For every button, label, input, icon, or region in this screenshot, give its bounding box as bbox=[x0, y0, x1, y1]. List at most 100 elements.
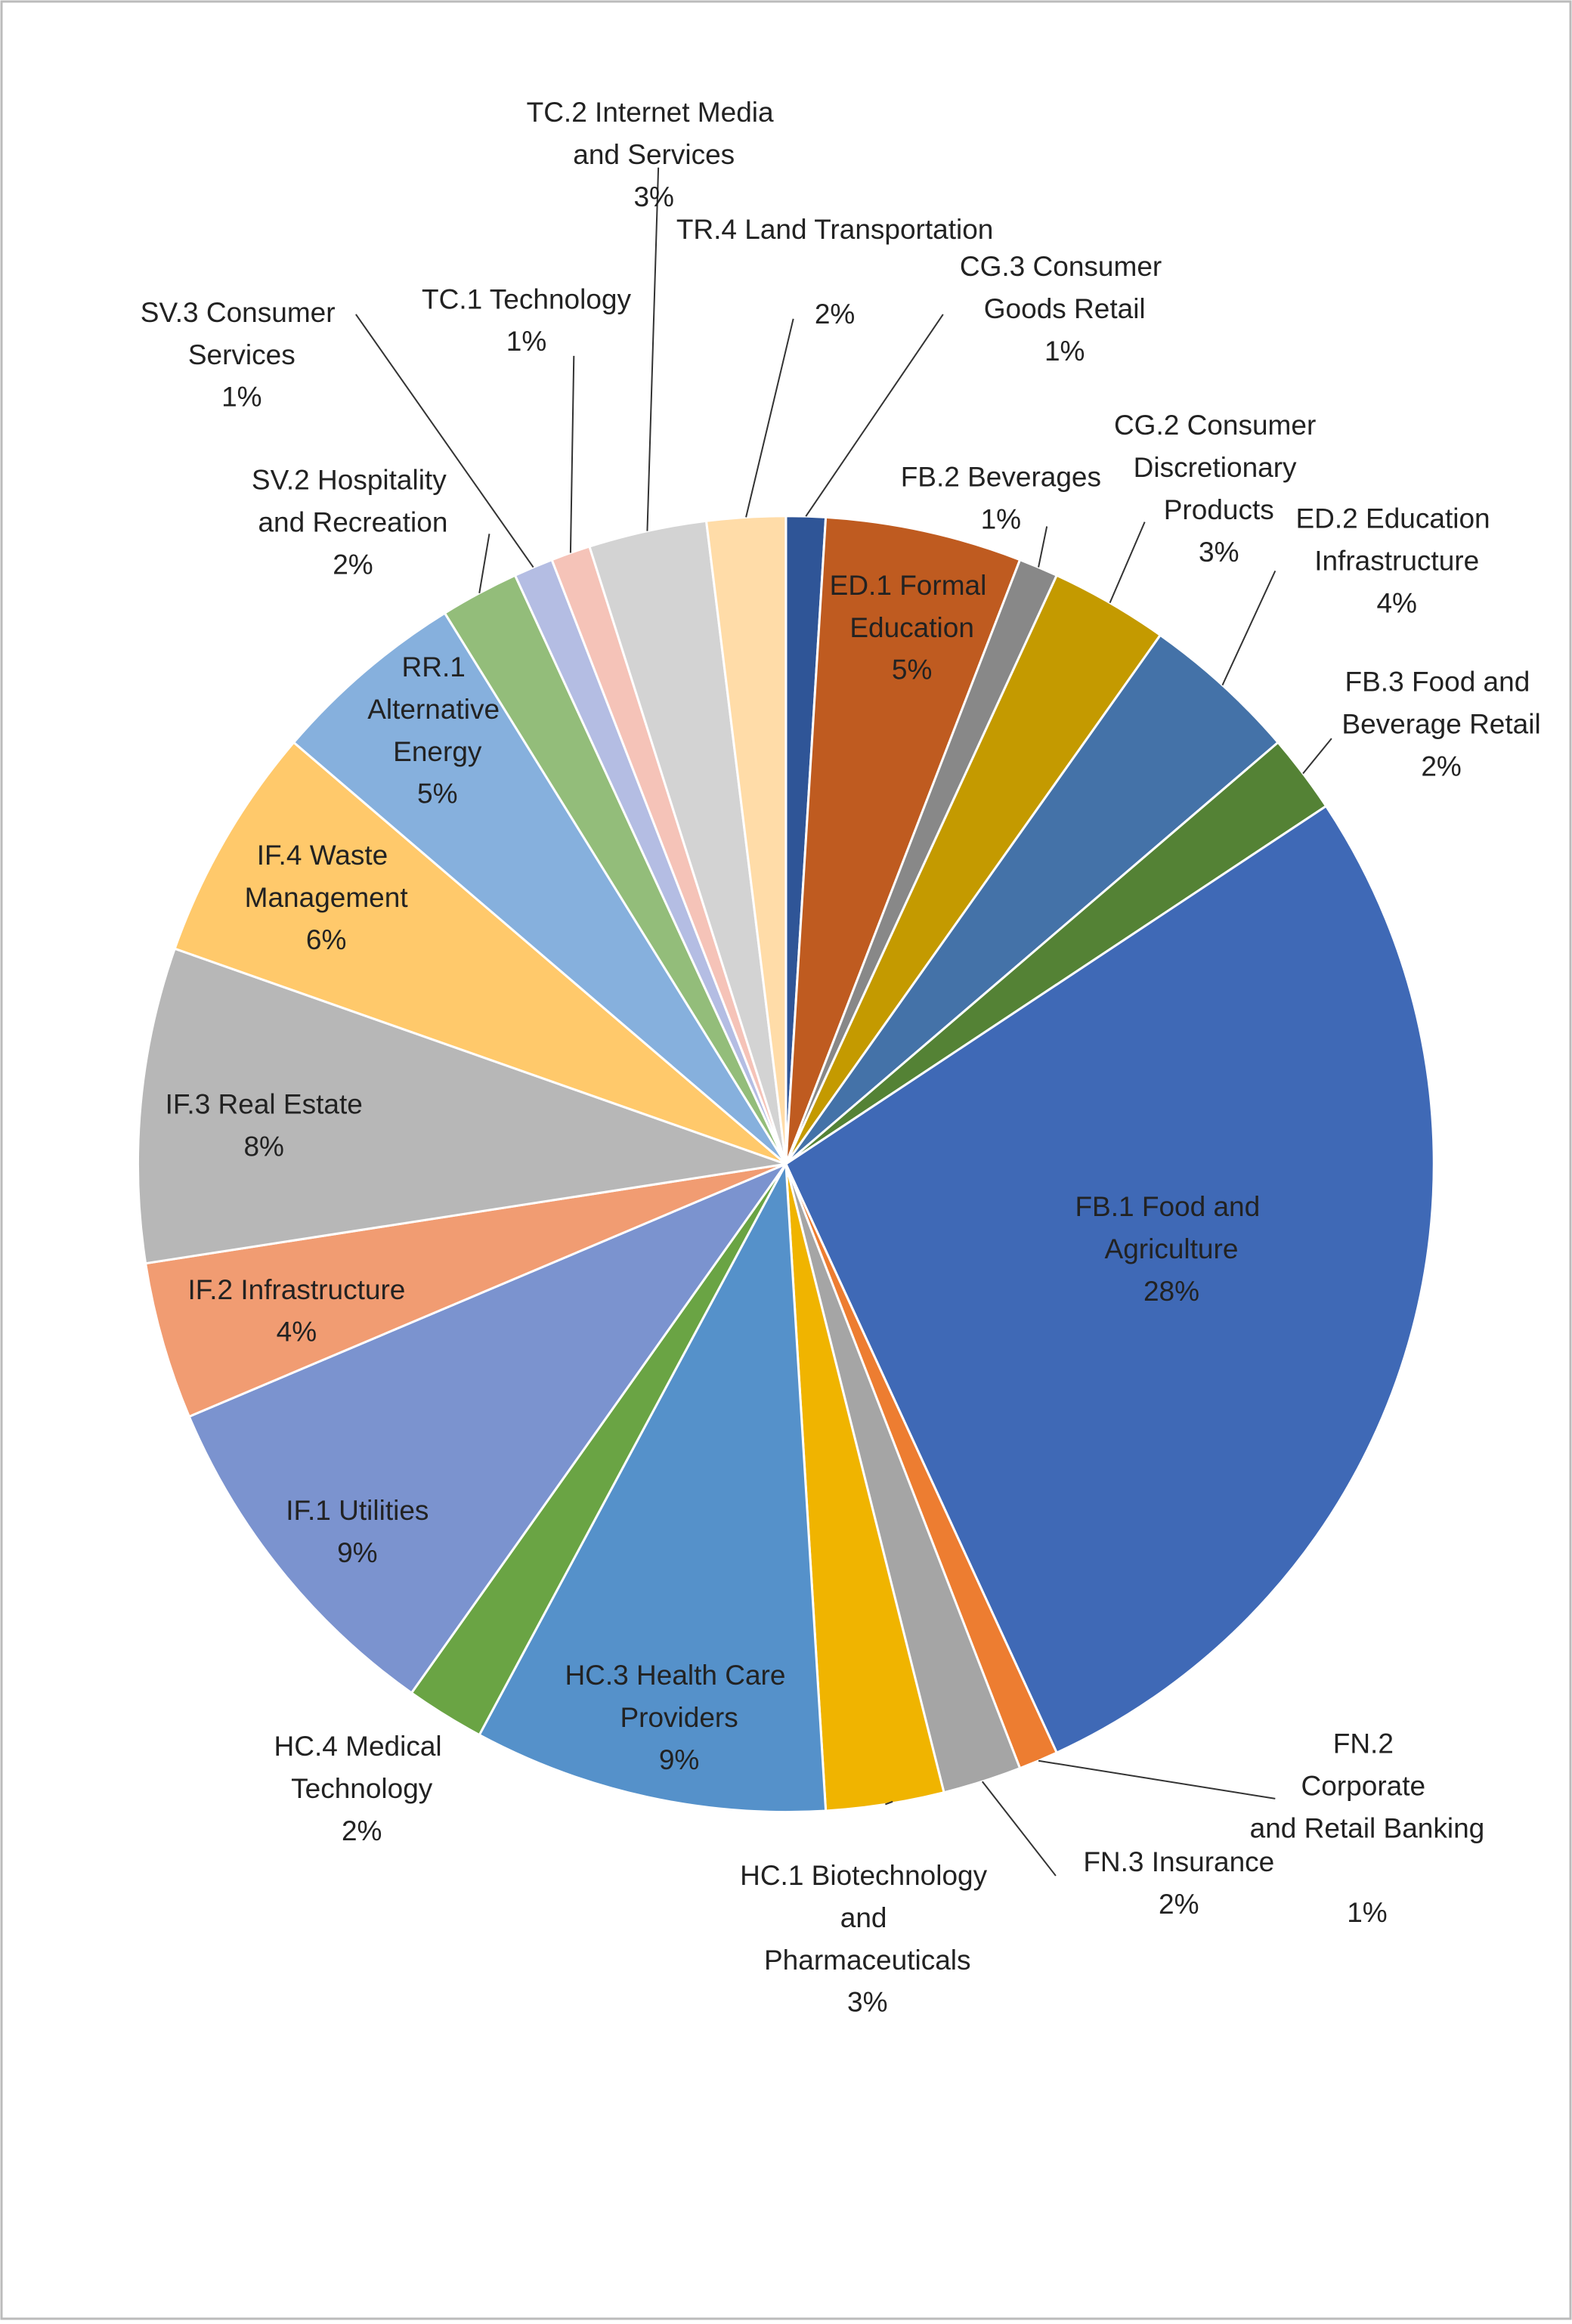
label-line: Education bbox=[849, 612, 974, 643]
slice-label: TR.4 Land Transportation bbox=[676, 214, 994, 245]
value-label: 5% bbox=[417, 778, 457, 809]
slice-label: FB.3 Food and Beverage Retail bbox=[1341, 666, 1540, 739]
value-label: 2% bbox=[815, 299, 855, 330]
leader-line bbox=[478, 534, 490, 593]
label-line: CG.3 Consumer bbox=[960, 251, 1170, 282]
value-label: 2% bbox=[1421, 750, 1461, 781]
value-label: 3% bbox=[1199, 537, 1239, 568]
value-label: 1% bbox=[981, 504, 1021, 535]
value-label: 1% bbox=[1044, 336, 1085, 367]
label-line: HC.1 Biotechnology bbox=[740, 1860, 995, 1891]
label-line: Providers bbox=[620, 1702, 738, 1733]
leader-line bbox=[569, 355, 575, 553]
label-line: ED.1 Formal bbox=[830, 570, 995, 601]
label-line: FB.2 Beverages bbox=[901, 462, 1101, 493]
slice-label: FB.2 Beverages bbox=[901, 462, 1101, 493]
value-label: 2% bbox=[333, 549, 373, 580]
leader-line bbox=[885, 1800, 893, 1806]
value-label: 2% bbox=[1159, 1889, 1199, 1920]
leader-line bbox=[805, 314, 944, 517]
slice-label: HC.4 Medical Technology bbox=[274, 1731, 450, 1804]
leader-line bbox=[1221, 570, 1276, 685]
pie-slice bbox=[292, 611, 788, 1165]
slice-label: IF.3 Real Estate bbox=[166, 1088, 363, 1119]
slice-label: ED.2 Education Infrastructure bbox=[1296, 503, 1498, 576]
label-line: SV.2 Hospitality bbox=[252, 464, 454, 495]
label-line: HC.3 Health Care bbox=[565, 1660, 793, 1691]
label-line: Management bbox=[245, 882, 409, 913]
leader-line bbox=[981, 1781, 1057, 1877]
value-label: 5% bbox=[892, 654, 932, 685]
label-line: IF.4 Waste bbox=[257, 840, 396, 871]
value-label: 9% bbox=[659, 1744, 699, 1775]
slice-label: IF.2 Infrastructure bbox=[187, 1274, 405, 1305]
value-label: 3% bbox=[847, 1987, 887, 2018]
label-line: and Retail Banking bbox=[1250, 1812, 1485, 1843]
leader-line bbox=[1302, 738, 1332, 775]
label-line: Agriculture bbox=[1105, 1233, 1239, 1264]
leader-line bbox=[1038, 526, 1048, 568]
label-line: TC.2 Internet Media bbox=[527, 97, 781, 128]
label-line: Discretionary bbox=[1134, 452, 1304, 483]
label-line: Services bbox=[188, 339, 296, 370]
label-line: HC.4 Medical bbox=[274, 1731, 450, 1762]
value-label: 4% bbox=[1376, 587, 1416, 618]
pie-slice bbox=[784, 633, 1280, 1165]
label-line: ED.2 Education bbox=[1296, 503, 1498, 534]
label-line: Pharmaceuticals bbox=[764, 1945, 971, 1976]
value-label: 6% bbox=[306, 924, 346, 955]
value-label: 4% bbox=[277, 1317, 317, 1348]
label-line: IF.3 Real Estate bbox=[166, 1088, 363, 1119]
value-label: 1% bbox=[221, 382, 261, 413]
pie-slice bbox=[137, 947, 787, 1265]
leader-line bbox=[1038, 1759, 1276, 1799]
label-line: and Services bbox=[573, 139, 735, 170]
value-label: 9% bbox=[337, 1537, 377, 1568]
label-line: IF.2 Infrastructure bbox=[187, 1274, 405, 1305]
value-label: 8% bbox=[243, 1131, 283, 1162]
label-line: Technology bbox=[291, 1773, 433, 1804]
label-line: SV.3 Consumer bbox=[141, 297, 343, 328]
value-label: 3% bbox=[633, 181, 673, 212]
pie-slice bbox=[784, 515, 1022, 1165]
leader-line bbox=[745, 318, 794, 518]
pie-slice bbox=[144, 1162, 787, 1419]
label-line: FN.3 Insurance bbox=[1083, 1846, 1274, 1877]
slice-label: HC.1 Biotechnology and Pharmaceuticals bbox=[740, 1860, 995, 1976]
pie-slice bbox=[704, 515, 788, 1165]
slice-label: IF.4 Waste Management bbox=[245, 840, 409, 913]
label-line: TR.4 Land Transportation bbox=[676, 214, 994, 245]
label-line: Corporate bbox=[1301, 1770, 1434, 1801]
slice-label: FN.3 Insurance bbox=[1083, 1846, 1274, 1877]
label-line: and Recreation bbox=[258, 506, 447, 537]
slice-label: IF.1 Utilities bbox=[286, 1495, 429, 1526]
leader-line bbox=[646, 167, 660, 531]
slice-label: HC.3 Health Care Providers bbox=[565, 1660, 793, 1733]
label-line: FN.2 bbox=[1333, 1728, 1401, 1759]
slice-label: FN.2 Corporate and Retail Banking bbox=[1250, 1728, 1485, 1843]
label-line: CG.2 Consumer bbox=[1114, 410, 1324, 441]
slice-label: CG.2 Consumer Discretionary Products bbox=[1114, 410, 1324, 525]
pie-slice bbox=[173, 741, 787, 1165]
slice-label: ED.1 Formal Education bbox=[830, 570, 995, 643]
slice-label: RR.1 Alternative Energy bbox=[367, 651, 507, 767]
slice-label: TC.2 Internet Media and Services bbox=[527, 97, 781, 170]
value-label: 1% bbox=[506, 326, 546, 357]
label-line: Alternative bbox=[367, 694, 507, 725]
leader-line bbox=[1109, 521, 1146, 604]
value-label: 28% bbox=[1143, 1276, 1199, 1307]
label-line: Infrastructure bbox=[1314, 545, 1479, 576]
slice-label: SV.2 Hospitality and Recreation bbox=[252, 464, 454, 537]
label-line: RR.1 bbox=[402, 651, 474, 682]
pie-slice bbox=[187, 1161, 790, 1695]
label-line: Goods Retail bbox=[984, 293, 1146, 324]
label-line: TC.1 Technology bbox=[422, 283, 631, 314]
slice-label: SV.3 Consumer Services bbox=[141, 297, 343, 370]
label-line: FB.1 Food and bbox=[1075, 1191, 1267, 1222]
slice-label: TC.1 Technology bbox=[422, 283, 631, 314]
value-label: 1% bbox=[1347, 1897, 1387, 1928]
label-line: Energy bbox=[393, 736, 482, 767]
label-line: Beverage Retail bbox=[1341, 708, 1540, 739]
